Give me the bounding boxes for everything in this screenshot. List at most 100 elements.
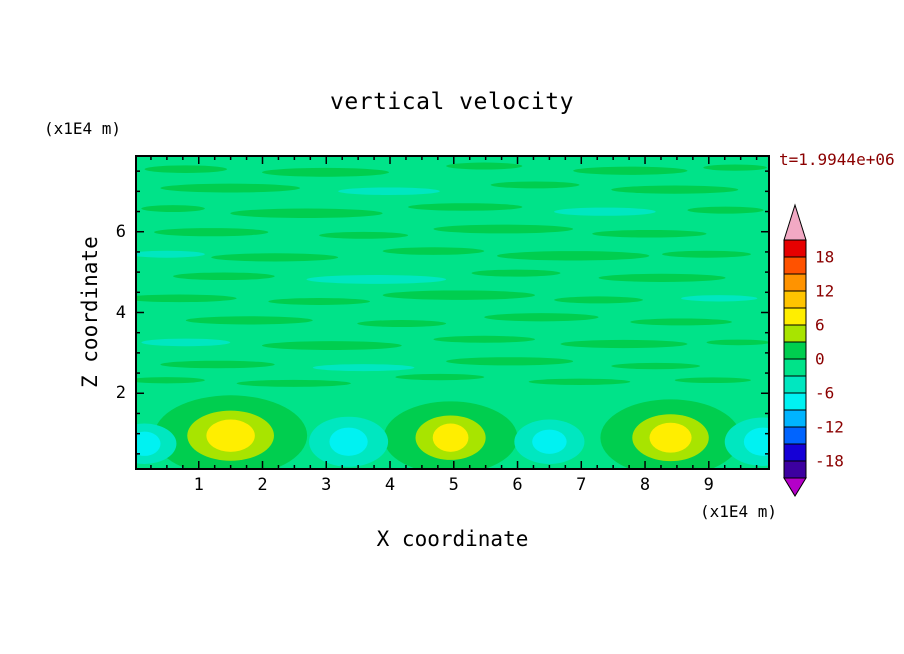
colorbar-tick-label: -18 [815,452,844,471]
colorbar-band [783,375,807,394]
x-tick-label: 3 [321,475,332,495]
z-tick-label: 4 [115,302,126,323]
contour-streak [135,294,237,303]
colorbar-tick-label: 18 [815,248,834,267]
contour-streak [687,206,764,214]
colorbar-band [783,307,807,326]
x-tick-label: 5 [448,475,459,495]
z-tick-label: 2 [115,383,126,404]
contour-streak [573,166,688,175]
time-annotation: t=1.9944e+06 [779,150,895,169]
contour-streak [382,290,536,300]
plot-frame [135,155,770,470]
colorbar: 18 12 6 0 -6 -12 -18 [783,203,844,497]
contour-streak [319,231,409,239]
contour-streak [160,183,301,193]
contour-streak [144,165,228,173]
y-axis-units-label: (x1E4 m) [44,119,122,138]
x-tick-label: 7 [576,475,587,495]
colorbar-tick-label: -12 [815,418,844,437]
colorbar-tick-label: 12 [815,282,834,301]
x-tick-label: 4 [384,475,396,495]
contour-streak [382,247,485,255]
contour-streak [185,316,313,325]
contour-streak [706,339,770,346]
contour-plot-canvas [135,155,770,470]
colorbar-over-arrow [783,203,807,241]
contour-streak [154,228,269,237]
contour-streak [312,364,415,372]
contour-streak [236,379,351,387]
contour-streak [446,357,574,366]
colorbar-band [783,256,807,275]
colorbar-band [783,460,807,479]
contour-streak [306,275,447,284]
contour-streak [611,185,739,194]
colorbar-band [783,426,807,445]
contour-streak [262,341,402,350]
colorbar-band [783,392,807,411]
contour-streak [662,250,751,258]
contour-streak [490,181,580,189]
contour-streak [173,272,275,281]
colorbar-tick-label: 6 [815,316,825,335]
contour-streak [433,224,574,234]
colorbar-band [783,290,807,309]
x-tick-label: 9 [703,475,714,495]
contour-streak [135,377,205,384]
contour-streak [496,251,650,261]
contour-streak [141,205,205,213]
x-tick-label: 6 [512,475,523,495]
contour-streak [357,320,447,327]
contour-streak [141,338,231,347]
chart-title: vertical velocity [330,89,574,115]
contour-streak [592,229,707,238]
colorbar-under-arrow [783,477,807,497]
downdraft-cell [329,427,368,456]
colorbar-tick-label: 0 [815,350,825,369]
contour-streak [211,253,339,262]
updraft-cell [649,422,692,453]
contour-streak [484,313,599,322]
contour-streak [135,250,205,258]
contour-streak [703,164,767,171]
contour-streak [560,339,688,349]
colorbar-band [783,324,807,343]
contour-streak [262,167,389,177]
contour-streak [433,335,536,343]
downdraft-cell [743,427,770,456]
contour-streak [528,378,631,385]
colorbar-band [783,239,807,258]
contour-streak [554,296,643,304]
contour-streak [611,362,701,370]
contour-streak [230,208,383,218]
downdraft-cell [135,431,161,456]
colorbar-band [783,341,807,360]
contour-streak [681,295,758,302]
contour-streak [674,377,751,384]
colorbar-band [783,358,807,377]
x-tick-label: 1 [193,475,204,495]
colorbar-tick-label: -6 [815,384,834,403]
downdraft-cell [532,429,567,454]
colorbar-band [783,443,807,462]
contour-streak [446,162,523,170]
updraft-cell [206,419,255,452]
contour-streak [471,269,561,277]
x-tick-label: 8 [639,475,651,495]
colorbar-band [783,273,807,292]
z-tick-label: 6 [115,221,126,242]
contour-streak [338,187,440,196]
contour-streak [160,360,275,369]
updraft-cell [432,423,469,452]
contour-streak [408,203,523,211]
contour-streak [395,373,485,381]
contour-streak [268,298,370,305]
contour-streak [598,273,726,282]
x-axis-units-label: (x1E4 m) [699,502,777,521]
x-axis-title: X coordinate [376,527,529,551]
contour-streak [630,318,732,326]
x-tick-label: 2 [257,475,268,495]
colorbar-band [783,409,807,428]
